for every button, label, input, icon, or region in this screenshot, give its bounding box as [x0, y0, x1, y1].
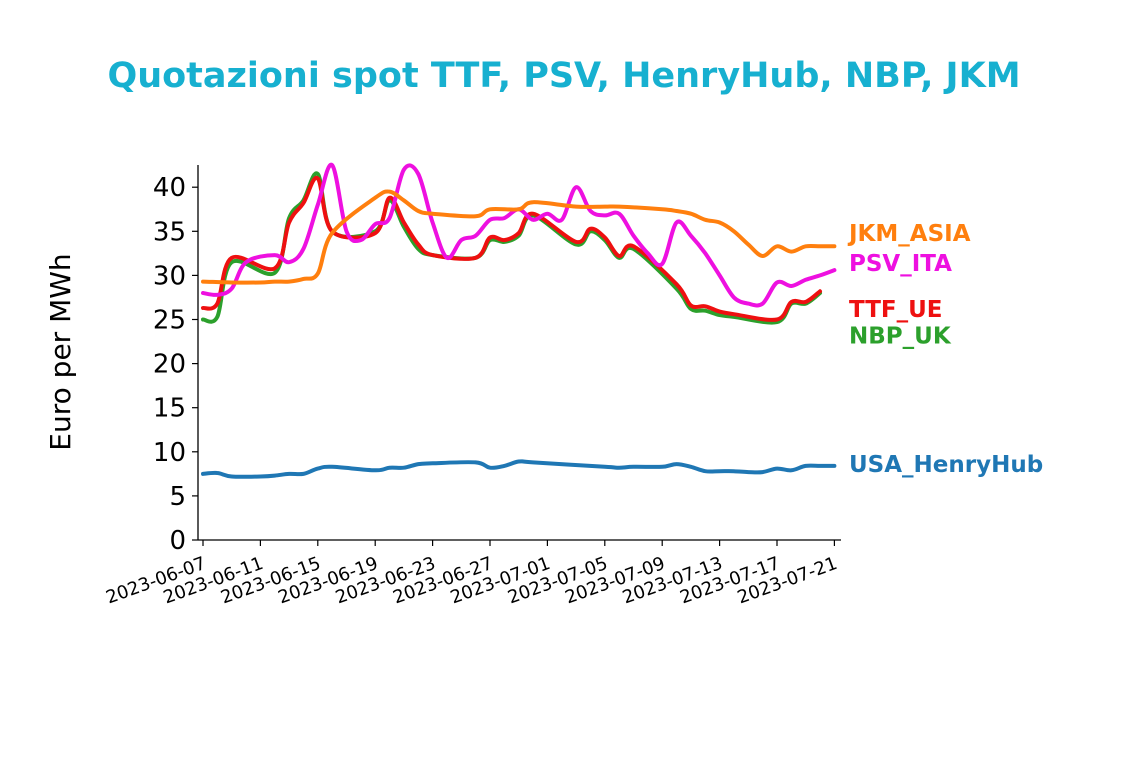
y-tick-label: 30: [153, 261, 186, 291]
label-psv-ita: PSV_ITA: [849, 251, 952, 277]
label-jkm-asia: JKM_ASIA: [847, 221, 971, 247]
y-tick-label: 40: [153, 173, 186, 203]
y-tick-label: 5: [169, 482, 186, 512]
y-tick-label: 35: [153, 217, 186, 247]
series-line-nbp-uk: [201, 171, 822, 325]
series-lines: [201, 162, 837, 479]
series-line-jkm-asia: [201, 189, 837, 285]
axes: 05101520253035402023-06-072023-06-112023…: [103, 165, 841, 608]
label-nbp-uk: NBP_UK: [849, 323, 952, 349]
label-ttf-ue: TTF_UE: [849, 297, 943, 323]
y-axis-label: Euro per MWh: [44, 253, 77, 451]
y-tick-label: 10: [153, 438, 186, 468]
y-tick-label: 0: [169, 526, 186, 556]
y-tick-label: 20: [153, 350, 186, 380]
y-tick-label: 25: [153, 306, 186, 336]
series-line-ttf-ue: [201, 175, 822, 322]
y-tick-label: 15: [153, 394, 186, 424]
chart-title: Quotazioni spot TTF, PSV, HenryHub, NBP,…: [107, 56, 1021, 96]
label-usa-henryhub: USA_HenryHub: [849, 452, 1043, 478]
series-line-usa-henryhub: [201, 459, 837, 479]
series-line-psv-ita: [201, 162, 837, 308]
